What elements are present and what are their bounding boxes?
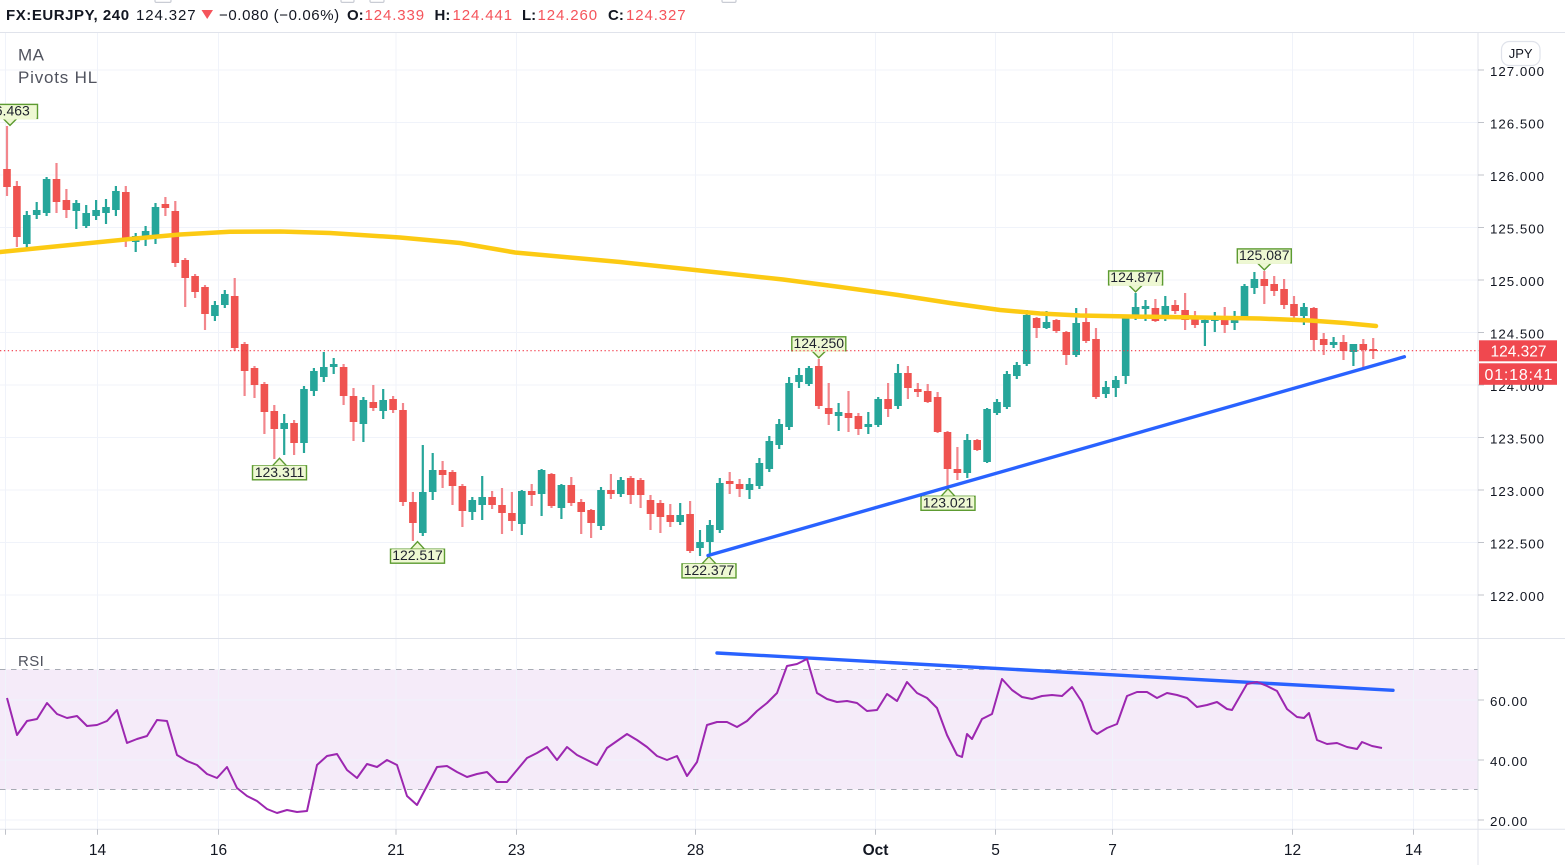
- svg-text:124.250: 124.250: [793, 335, 844, 351]
- svg-text:125.000: 125.000: [1490, 274, 1545, 289]
- svg-text:123.311: 123.311: [255, 464, 305, 480]
- svg-text:60.00: 60.00: [1490, 694, 1528, 709]
- svg-text:5: 5: [991, 842, 1000, 859]
- svg-text:122.377: 122.377: [684, 562, 735, 578]
- svg-text:28: 28: [687, 842, 704, 859]
- svg-text:125.087: 125.087: [1239, 247, 1290, 263]
- svg-text:123.500: 123.500: [1490, 431, 1545, 446]
- svg-text:124.327: 124.327: [626, 7, 687, 24]
- svg-text:H:: H:: [435, 7, 451, 24]
- svg-text:124.327: 124.327: [136, 7, 197, 24]
- svg-text:123.021: 123.021: [923, 494, 974, 510]
- svg-text:126.463: 126.463: [0, 102, 30, 118]
- svg-text:124.877: 124.877: [1110, 269, 1161, 285]
- svg-text:124.500: 124.500: [1490, 326, 1545, 341]
- svg-text:01:18:41: 01:18:41: [1485, 367, 1554, 384]
- svg-text:−0.080 (−0.06%): −0.080 (−0.06%): [219, 7, 340, 24]
- svg-text:16: 16: [210, 842, 227, 859]
- svg-text:23: 23: [508, 842, 525, 859]
- svg-text:122.517: 122.517: [392, 547, 443, 563]
- svg-text:JPY: JPY: [1509, 46, 1533, 61]
- svg-text:124.327: 124.327: [1491, 343, 1547, 360]
- svg-text:L:: L:: [522, 7, 536, 24]
- svg-text:21: 21: [387, 842, 404, 859]
- svg-text:124.260: 124.260: [538, 7, 599, 24]
- svg-text:C:: C:: [608, 7, 624, 24]
- svg-text:20.00: 20.00: [1490, 814, 1528, 829]
- svg-text:O:: O:: [347, 7, 364, 24]
- svg-text:124.441: 124.441: [453, 7, 514, 24]
- svg-text:FX:EURJPY, 240: FX:EURJPY, 240: [6, 7, 130, 24]
- svg-text:Oct: Oct: [863, 842, 889, 859]
- svg-text:124.339: 124.339: [365, 7, 426, 24]
- svg-text:126.500: 126.500: [1490, 116, 1545, 131]
- svg-text:40.00: 40.00: [1490, 754, 1528, 769]
- svg-text:14: 14: [1405, 842, 1423, 859]
- svg-text:MA: MA: [18, 46, 45, 65]
- svg-text:125.500: 125.500: [1490, 221, 1545, 236]
- svg-text:127.000: 127.000: [1490, 64, 1545, 79]
- svg-text:7: 7: [1108, 842, 1117, 859]
- svg-text:122.500: 122.500: [1490, 536, 1545, 551]
- svg-text:14: 14: [89, 842, 107, 859]
- svg-text:122.000: 122.000: [1490, 589, 1545, 604]
- svg-text:123.000: 123.000: [1490, 484, 1545, 499]
- svg-text:126.000: 126.000: [1490, 169, 1545, 184]
- svg-text:Pivots HL: Pivots HL: [18, 68, 98, 87]
- svg-text:RSI: RSI: [18, 653, 44, 670]
- svg-text:12: 12: [1284, 842, 1301, 859]
